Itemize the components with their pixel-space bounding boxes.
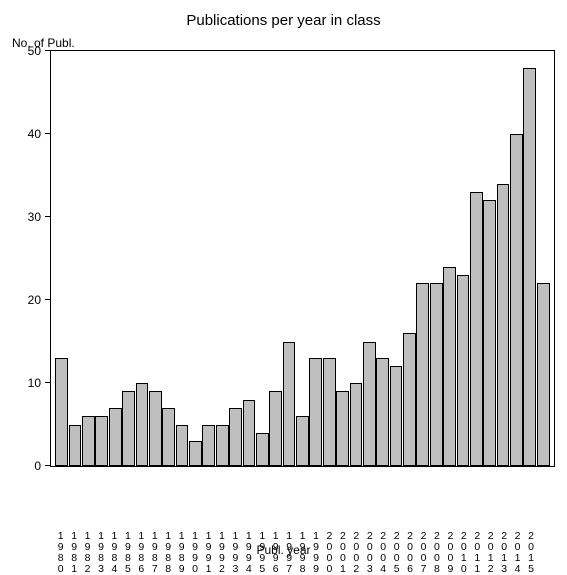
bar xyxy=(363,342,376,467)
bar-slot xyxy=(55,51,68,466)
bar xyxy=(497,184,510,466)
y-tick-label: 40 xyxy=(28,127,41,141)
bar xyxy=(162,408,175,466)
bar-slot xyxy=(95,51,108,466)
bar-slot xyxy=(202,51,215,466)
bar-slot xyxy=(229,51,242,466)
bar-slot xyxy=(216,51,229,466)
y-tick xyxy=(45,216,51,217)
bar xyxy=(122,391,135,466)
bar-slot xyxy=(389,51,402,466)
bar xyxy=(296,416,309,466)
bar-slot xyxy=(282,51,295,466)
bar-slot xyxy=(309,51,322,466)
bar xyxy=(283,342,296,467)
bar xyxy=(323,358,336,466)
bar xyxy=(95,416,108,466)
bar-slot xyxy=(189,51,202,466)
bar xyxy=(309,358,322,466)
bar-slot xyxy=(296,51,309,466)
bar-slot xyxy=(109,51,122,466)
y-tick-label: 50 xyxy=(28,44,41,58)
y-tick-label: 30 xyxy=(28,210,41,224)
bar-slot xyxy=(483,51,496,466)
x-axis-label: Publ. year xyxy=(0,543,567,557)
y-tick xyxy=(45,382,51,383)
y-tick xyxy=(45,133,51,134)
bar-slot xyxy=(336,51,349,466)
y-tick xyxy=(45,465,51,466)
bar-slot xyxy=(162,51,175,466)
bar xyxy=(69,425,82,467)
plot-area: 01020304050 xyxy=(50,50,555,467)
bar-slot xyxy=(349,51,362,466)
bar xyxy=(176,425,189,467)
bars-group xyxy=(51,51,554,466)
bar xyxy=(350,383,363,466)
bar xyxy=(510,134,523,466)
y-tick-label: 10 xyxy=(28,376,41,390)
bar-slot xyxy=(68,51,81,466)
bar-slot xyxy=(496,51,509,466)
bar-slot xyxy=(537,51,550,466)
chart-title: Publications per year in class xyxy=(0,12,567,29)
bar-slot xyxy=(443,51,456,466)
bar-slot xyxy=(403,51,416,466)
y-tick xyxy=(45,50,51,51)
bar xyxy=(55,358,68,466)
bar-slot xyxy=(269,51,282,466)
bar xyxy=(390,366,403,466)
bar xyxy=(82,416,95,466)
bar-slot xyxy=(523,51,536,466)
bar-slot xyxy=(456,51,469,466)
bar xyxy=(202,425,215,467)
bar-slot xyxy=(430,51,443,466)
bar xyxy=(443,267,456,466)
bar-slot xyxy=(135,51,148,466)
bar xyxy=(216,425,229,467)
bar-slot xyxy=(256,51,269,466)
bar xyxy=(256,433,269,466)
bar-slot xyxy=(510,51,523,466)
bar xyxy=(149,391,162,466)
bar xyxy=(470,192,483,466)
bar-slot xyxy=(82,51,95,466)
bar xyxy=(243,400,256,466)
y-axis-label: No. of Publ. xyxy=(12,36,75,50)
bar-slot xyxy=(416,51,429,466)
bar-slot xyxy=(242,51,255,466)
bar xyxy=(136,383,149,466)
bar xyxy=(269,391,282,466)
bar-slot xyxy=(323,51,336,466)
bar xyxy=(229,408,242,466)
bar xyxy=(483,200,496,466)
bar-slot xyxy=(149,51,162,466)
bar xyxy=(457,275,470,466)
bar xyxy=(189,441,202,466)
bar xyxy=(537,283,550,466)
y-tick-label: 0 xyxy=(34,459,41,473)
bar xyxy=(403,333,416,466)
bar xyxy=(523,68,536,466)
bar xyxy=(416,283,429,466)
bar-slot xyxy=(122,51,135,466)
bar-slot xyxy=(175,51,188,466)
bar xyxy=(430,283,443,466)
y-tick xyxy=(45,299,51,300)
bar xyxy=(336,391,349,466)
y-tick-label: 20 xyxy=(28,293,41,307)
chart-container: Publications per year in class No. of Pu… xyxy=(0,0,567,567)
bar xyxy=(376,358,389,466)
bar xyxy=(109,408,122,466)
bar-slot xyxy=(363,51,376,466)
bar-slot xyxy=(470,51,483,466)
bar-slot xyxy=(376,51,389,466)
